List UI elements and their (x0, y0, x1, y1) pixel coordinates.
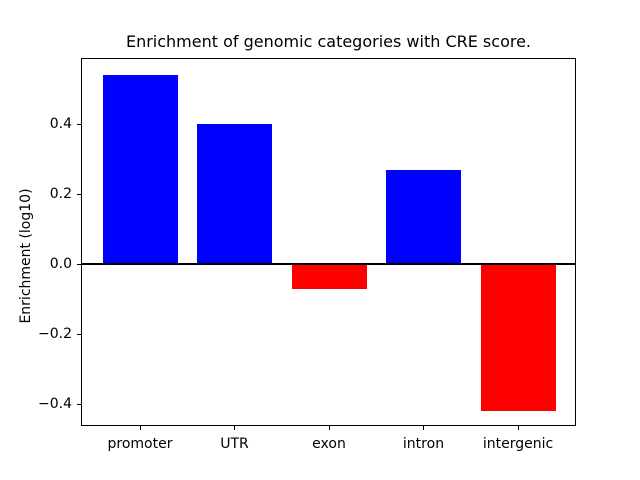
x-tick-mark (234, 426, 235, 430)
x-tick-label-intron: intron (402, 436, 445, 452)
bar-intergenic (480, 264, 556, 411)
x-tick-label-UTR: UTR (220, 436, 249, 452)
plot-area (81, 58, 576, 426)
y-tick-label: 0.2 (49, 186, 72, 202)
bar-UTR (197, 124, 272, 264)
x-tick-label-exon: exon (312, 436, 346, 452)
y-tick-mark (77, 403, 81, 405)
bar-exon (291, 264, 367, 289)
x-tick-mark (328, 426, 330, 430)
x-tick-mark (423, 426, 424, 430)
y-tick-mark (77, 193, 81, 195)
x-tick-label-intergenic: intergenic (482, 436, 554, 452)
x-tick-mark (139, 426, 141, 430)
y-tick-label: 0.0 (49, 256, 72, 272)
y-tick-mark (77, 123, 81, 125)
y-tick-label: −0.2 (38, 326, 72, 342)
x-tick-mark (517, 426, 519, 430)
zero-baseline (82, 263, 575, 265)
bar-promoter (102, 75, 178, 264)
y-tick-mark (77, 333, 81, 335)
x-tick-label-promoter: promoter (107, 436, 173, 452)
y-tick-label: −0.4 (38, 396, 72, 412)
chart-title: Enrichment of genomic categories with CR… (125, 32, 532, 51)
y-tick-label: 0.4 (49, 116, 72, 132)
y-tick-mark (77, 263, 81, 265)
bar-intron (386, 169, 461, 264)
